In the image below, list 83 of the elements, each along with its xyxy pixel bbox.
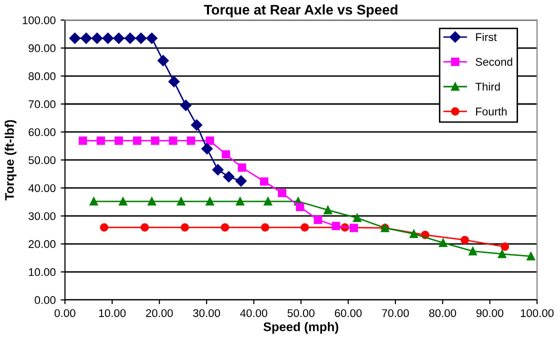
legend-label: Third [475, 82, 500, 91]
point [96, 136, 106, 145]
point [438, 238, 448, 247]
point [220, 223, 230, 232]
x-axis-title: Speed (mph) [264, 322, 338, 334]
point [180, 100, 192, 112]
point [146, 32, 158, 44]
point [460, 236, 469, 244]
point [114, 136, 123, 145]
point [102, 32, 114, 44]
point [223, 171, 234, 182]
point [69, 32, 80, 44]
point [300, 223, 309, 232]
y-tick-label: 70.00 [28, 100, 56, 108]
point [296, 202, 304, 212]
y-tick-label: 0.00 [34, 296, 56, 304]
y-axis-title: Torque (ft-lbf) [4, 120, 16, 200]
point [150, 136, 160, 145]
point [260, 223, 270, 232]
x-tick-label: 20.00 [146, 309, 173, 318]
point [278, 188, 286, 198]
point [235, 175, 247, 187]
x-tick-label: 50.00 [288, 309, 314, 318]
x-tick-label: 30.00 [193, 309, 220, 318]
point [222, 150, 230, 159]
point [148, 197, 156, 206]
point [176, 197, 186, 206]
point [78, 136, 88, 145]
point [498, 250, 506, 258]
point [260, 177, 268, 186]
point [324, 206, 332, 214]
x-tick-label: 40.00 [240, 309, 268, 318]
y-tick-label: 10.00 [28, 268, 56, 276]
point [90, 197, 98, 206]
legend-label: First [476, 32, 497, 42]
point [191, 119, 202, 131]
point [526, 252, 536, 260]
y-tick-label: 90.00 [28, 44, 56, 52]
point [180, 223, 190, 232]
point [140, 223, 149, 232]
point [350, 224, 358, 232]
point [100, 223, 108, 232]
point [212, 164, 224, 176]
point [118, 197, 128, 206]
point [158, 55, 169, 66]
x-tick-label: 0.00 [54, 309, 76, 318]
point [201, 143, 213, 154]
point [236, 197, 244, 206]
y-tick-label: 100.00 [22, 16, 56, 24]
point [206, 197, 214, 206]
point [113, 32, 124, 44]
y-tick-label: 80.00 [28, 72, 56, 80]
y-tick-label: 30.00 [28, 212, 56, 220]
point [410, 230, 418, 238]
y-tick-label: 20.00 [28, 240, 56, 248]
y-tick-label: 60.00 [28, 128, 56, 136]
y-tick-label: 50.00 [28, 156, 56, 164]
x-tick-label: 90.00 [476, 309, 504, 318]
x-tick-label: 70.00 [382, 309, 409, 318]
point [124, 32, 136, 44]
point [332, 222, 340, 230]
point [168, 136, 178, 145]
x-tick-label: 80.00 [429, 309, 456, 318]
point [468, 247, 478, 256]
point [314, 216, 322, 224]
point [353, 214, 362, 222]
point [135, 32, 147, 44]
x-tick-label: 10.00 [99, 309, 126, 318]
x-tick-label: 60.00 [334, 309, 362, 318]
point [80, 32, 92, 44]
point [238, 163, 246, 172]
point [186, 136, 196, 145]
point [133, 136, 142, 145]
point [206, 136, 214, 145]
point [500, 242, 510, 251]
y-tick-label: 40.00 [28, 184, 56, 192]
point [264, 197, 272, 206]
legend-label: Fourth [476, 107, 507, 116]
x-tick-label: 100.00 [520, 309, 554, 318]
chart-title: Torque at Rear Axle vs Speed [204, 4, 398, 18]
point [91, 32, 103, 44]
legend-label: Second [476, 58, 512, 66]
point [168, 76, 180, 88]
